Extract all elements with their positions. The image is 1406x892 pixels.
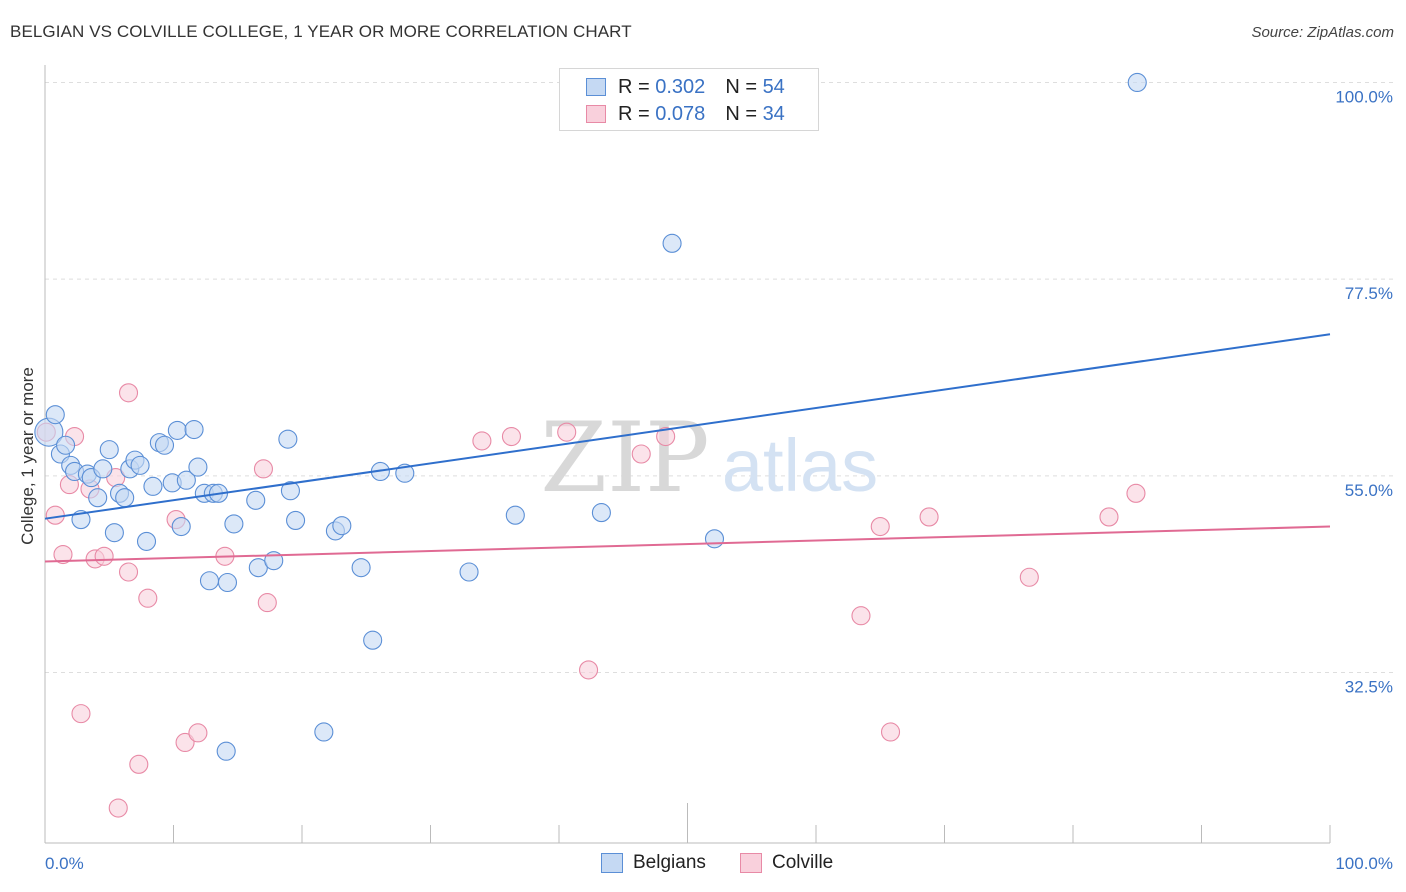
belgians-point: [56, 435, 76, 455]
colville-point: [1126, 483, 1146, 503]
belgians-point: [395, 463, 415, 483]
colville-point: [175, 732, 195, 753]
bottom-legend-colville: Colville: [740, 852, 833, 874]
colville-point: [94, 546, 114, 566]
watermark: ZIP atlas: [540, 402, 878, 514]
belgians-point: [505, 505, 525, 525]
colville-point: [557, 422, 577, 442]
trend-lines: [44, 333, 1331, 563]
belgians-point: [246, 490, 266, 510]
belgians-point: [143, 476, 163, 496]
belgians-legend-swatch: [601, 853, 623, 873]
belgians-point: [280, 481, 300, 501]
colville-point: [138, 588, 158, 608]
belgians-point: [286, 510, 306, 530]
belgians-point: [88, 488, 108, 508]
belgians-point: [115, 488, 135, 508]
colville-point: [71, 704, 91, 724]
colville-legend-swatch: [740, 853, 762, 873]
belgians-point: [704, 529, 725, 549]
belgians-n-value: 54: [762, 75, 785, 98]
colville-point: [253, 459, 274, 479]
colville-legend-label: Colville: [772, 852, 834, 873]
correlation-legend: R = 0.302 N = 54 R = 0.078 N = 34: [559, 68, 819, 131]
belgians-r-label: R =: [618, 75, 650, 98]
belgians-point: [332, 516, 352, 536]
belgians-point: [45, 405, 65, 425]
tick-labels: 32.5% 55.0% 77.5% 100.0% 0.0% 100.0%: [45, 87, 1393, 873]
belgians-point: [1127, 72, 1147, 93]
belgians-point: [188, 457, 208, 477]
colville-trend-line: [44, 525, 1331, 563]
belgians-point: [278, 429, 298, 449]
belgians-point: [154, 435, 175, 455]
axes: [44, 65, 1331, 844]
belgians-point: [662, 233, 682, 253]
colville-point: [870, 517, 890, 537]
colville-point: [579, 660, 599, 680]
belgians-point: [217, 572, 238, 593]
colville-point: [501, 426, 522, 447]
colville-point: [118, 383, 139, 403]
watermark-atlas: atlas: [722, 424, 878, 507]
legend-row-belgians: R = 0.302 N = 54: [586, 75, 785, 99]
belgians-point: [224, 514, 244, 534]
colville-n-value: 34: [762, 102, 785, 125]
belgians-point: [591, 503, 611, 523]
y-tick-label: 32.5%: [1345, 678, 1393, 697]
colville-r-label: R =: [618, 102, 650, 125]
y-tick-label: 55.0%: [1345, 481, 1393, 500]
belgians-point: [130, 455, 150, 475]
colville-point: [53, 544, 73, 565]
belgians-point: [459, 562, 479, 582]
x-tick-label-min: 0.0%: [45, 854, 84, 873]
colville-point: [472, 431, 492, 451]
belgians-point: [167, 420, 187, 440]
belgians-point: [363, 630, 383, 650]
colville-point: [1019, 567, 1039, 587]
bottom-legend-belgians: Belgians: [601, 852, 706, 874]
belgians-point: [136, 531, 157, 551]
colville-point: [1099, 507, 1119, 527]
x-tick-label-max: 100.0%: [1335, 854, 1393, 873]
belgians-r-value: 0.302: [655, 75, 706, 98]
belgians-point: [199, 571, 220, 591]
belgians-point: [99, 440, 119, 460]
colville-point: [919, 507, 939, 527]
chart-title: BELGIAN VS COLVILLE COLLEGE, 1 YEAR OR M…: [10, 22, 632, 41]
colville-point: [118, 562, 139, 582]
belgians-point: [171, 517, 191, 537]
belgians-point: [93, 459, 113, 479]
colville-point: [45, 505, 65, 525]
colville-swatch: [586, 105, 606, 123]
belgians-point: [176, 470, 196, 490]
belgians-point: [351, 558, 371, 578]
legend-row-colville: R = 0.078 N = 34: [586, 102, 785, 126]
belgians-swatch: [586, 78, 606, 96]
y-axis-label: College, 1 year or more: [18, 367, 37, 545]
colville-point: [188, 723, 208, 743]
gridlines: [45, 81, 1393, 674]
belgians-point: [184, 419, 204, 440]
belgians-point: [216, 741, 236, 761]
colville-point: [880, 722, 901, 742]
belgians-n-label: N =: [725, 75, 757, 98]
belgians-point: [314, 722, 334, 742]
colville-point: [257, 593, 277, 613]
y-tick-label: 77.5%: [1345, 284, 1393, 303]
colville-point: [851, 606, 871, 626]
colville-point: [656, 426, 676, 447]
y-tick-label: 100.0%: [1335, 87, 1393, 106]
colville-point: [129, 754, 149, 774]
belgians-point: [104, 523, 124, 543]
belgians-trend-line: [44, 333, 1331, 520]
colville-point: [108, 798, 128, 818]
colville-point: [631, 444, 651, 464]
belgians-legend-label: Belgians: [633, 852, 706, 873]
source-label: Source: ZipAtlas.com: [1251, 24, 1394, 41]
colville-n-label: N =: [725, 102, 757, 125]
watermark-zip: ZIP: [540, 402, 709, 514]
colville-r-value: 0.078: [655, 102, 706, 125]
